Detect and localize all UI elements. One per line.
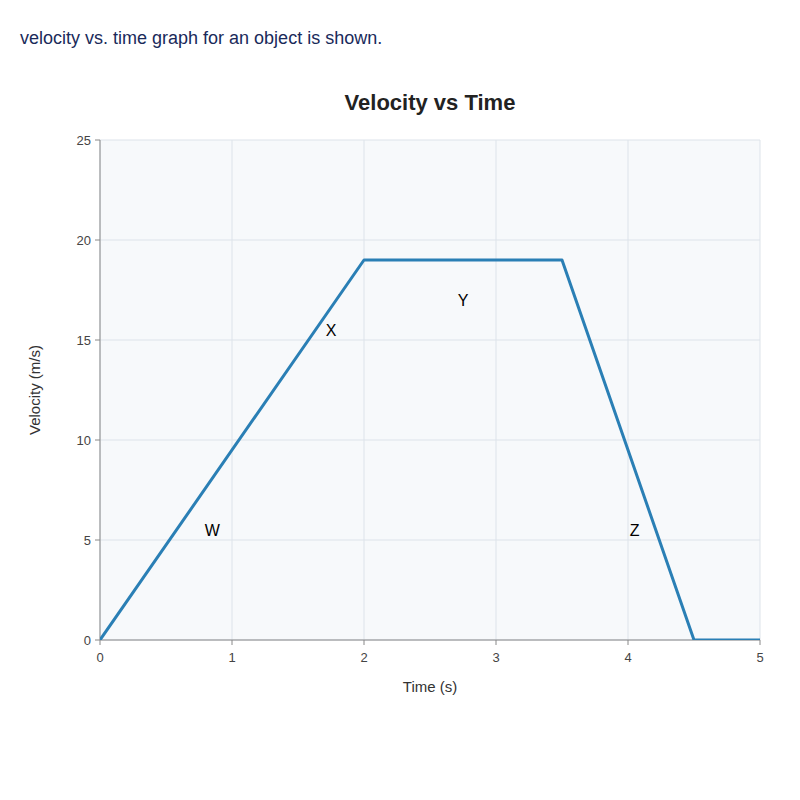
- tick: [760, 640, 761, 645]
- grid-line: [760, 140, 761, 640]
- tick-label: 5: [84, 533, 91, 548]
- tick: [95, 540, 100, 541]
- tick: [95, 240, 100, 241]
- tick-label: 25: [77, 133, 91, 148]
- tick: [628, 640, 629, 645]
- grid-line: [100, 340, 760, 341]
- plot-area: [100, 140, 760, 640]
- tick-label: 5: [756, 650, 763, 665]
- tick: [95, 140, 100, 141]
- annotation: Y: [458, 292, 469, 309]
- tick-label: 20: [77, 233, 91, 248]
- tick: [496, 640, 497, 645]
- tick-label: 0: [84, 633, 91, 648]
- annotation: X: [326, 322, 337, 339]
- annotation: Z: [630, 522, 640, 539]
- y-axis: [100, 140, 101, 640]
- tick: [95, 440, 100, 441]
- grid-line: [628, 140, 629, 640]
- grid-line: [364, 140, 365, 640]
- tick-label: 15: [77, 333, 91, 348]
- x-axis: [100, 640, 760, 641]
- tick: [95, 640, 100, 641]
- grid-line: [100, 140, 760, 141]
- grid-line: [100, 140, 101, 640]
- grid-line: [100, 540, 760, 541]
- tick: [100, 640, 101, 645]
- grid: [100, 140, 760, 640]
- chart: velocity vs. time graph for an object is…: [0, 0, 800, 800]
- tick: [95, 340, 100, 341]
- grid-line: [100, 440, 760, 441]
- grid-line: [100, 240, 760, 241]
- series: [100, 260, 760, 640]
- tick: [364, 640, 365, 645]
- tick-label: 2: [360, 650, 367, 665]
- annotation: W: [205, 522, 221, 539]
- subtitle: velocity vs. time graph for an object is…: [20, 28, 382, 48]
- line: [100, 260, 760, 640]
- grid-line: [100, 640, 760, 641]
- y-axis-label: Velocity (m/s): [26, 345, 43, 435]
- tick: [232, 640, 233, 645]
- tick-label: 1: [228, 650, 235, 665]
- tick-label: 10: [77, 433, 91, 448]
- title: Velocity vs Time: [345, 90, 516, 115]
- grid-line: [496, 140, 497, 640]
- x-axis-label: Time (s): [403, 678, 457, 695]
- grid-line: [232, 140, 233, 640]
- tick-label: 0: [96, 650, 103, 665]
- tick-label: 4: [624, 650, 631, 665]
- annotations: W X Y Z: [205, 292, 640, 539]
- tick-label: 3: [492, 650, 499, 665]
